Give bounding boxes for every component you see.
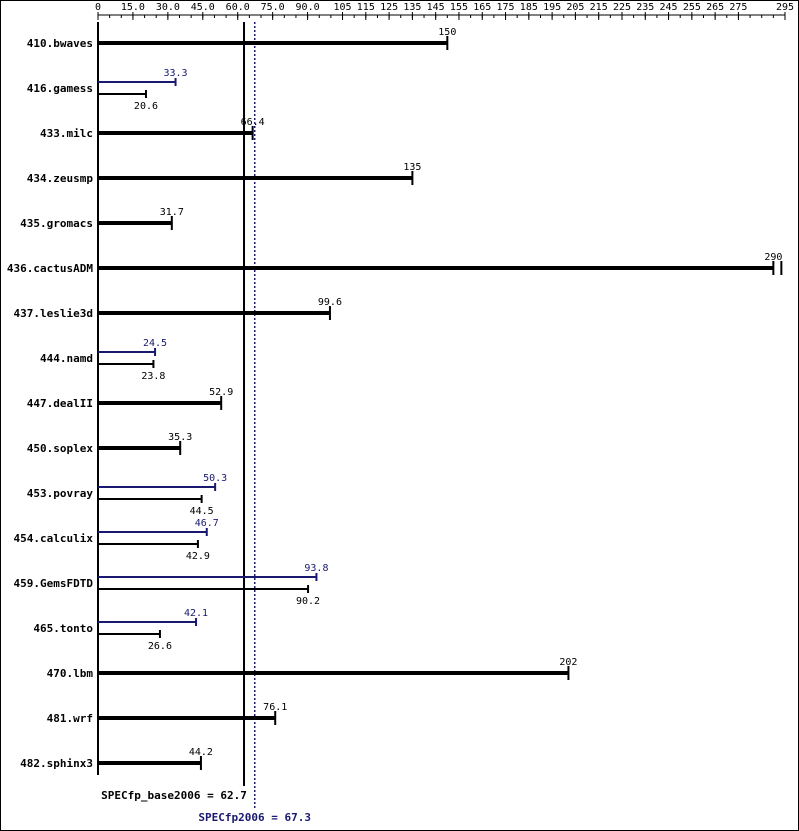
x-axis-tick-label: 225 <box>613 2 631 13</box>
x-axis-tick-label: 155 <box>450 2 468 13</box>
x-axis-tick-label: 185 <box>520 2 538 13</box>
x-axis: 0 15.0 30.0 45.0 60.0 75.0 90.0 105 115 125 135 145… <box>95 2 794 775</box>
x-axis-tick-label: 245 <box>660 2 678 13</box>
benchmark-label: 453.povray <box>27 487 94 500</box>
peak-value-label: 93.8 <box>304 563 328 574</box>
base-value-label: 23.8 <box>141 371 165 382</box>
benchmark-label: 470.lbm <box>47 667 94 680</box>
benchmark-label: 454.calculix <box>14 532 94 545</box>
base-value-label: 202 <box>559 657 577 668</box>
x-axis-tick-label: 105 <box>333 2 351 13</box>
x-axis-tick-label: 30.0 <box>156 2 180 13</box>
x-axis-tick-label: 0 <box>95 2 101 13</box>
base-value-label: 90.2 <box>296 596 320 607</box>
x-axis-tick-label: 145 <box>427 2 445 13</box>
x-axis-tick-label: 215 <box>590 2 608 13</box>
x-axis-tick-label: 175 <box>497 2 515 13</box>
base-value-label: 290 <box>764 252 782 263</box>
base-value-label: 26.6 <box>148 641 172 652</box>
benchmark-label: 482.sphinx3 <box>20 757 93 770</box>
benchmark-label: 435.gromacs <box>20 217 93 230</box>
base-value-label: 66.4 <box>241 117 265 128</box>
base-value-label: 76.1 <box>263 702 287 713</box>
x-axis-tick-label: 235 <box>636 2 654 13</box>
base-value-label: 135 <box>403 162 421 173</box>
x-axis-tick-label: 15.0 <box>121 2 145 13</box>
x-axis-tick-label: 90.0 <box>296 2 320 13</box>
base-value-label: 42.9 <box>186 551 210 562</box>
reference-lines: SPECfp_base2006 = 62.7 SPECfp2006 = 67.3 <box>101 22 311 824</box>
benchmark-label: 437.leslie3d <box>14 307 93 320</box>
peak-value-label: 24.5 <box>143 338 167 349</box>
peak-value-label: 46.7 <box>195 518 219 529</box>
x-axis-tick-label: 60.0 <box>226 2 250 13</box>
benchmark-label: 447.dealII <box>27 397 93 410</box>
x-axis-tick-label: 195 <box>543 2 561 13</box>
benchmark-label: 481.wrf <box>47 712 93 725</box>
benchmark-label: 410.bwaves <box>27 37 93 50</box>
base-value-label: 44.2 <box>189 747 213 758</box>
peak-value-label: 42.1 <box>184 608 208 619</box>
x-axis-tick-label: 135 <box>403 2 421 13</box>
x-axis-tick-label: 275 <box>729 2 747 13</box>
x-axis-tick-label: 205 <box>566 2 584 13</box>
bars: 150 33.3 20.6 66.4 135 31.7 290 99.6 24.5 23.8 52.… <box>98 27 782 770</box>
x-axis-tick-label: 165 <box>473 2 491 13</box>
benchmark-label: 444.namd <box>40 352 93 365</box>
base-value-label: 35.3 <box>168 432 192 443</box>
x-axis-tick-label: 75.0 <box>261 2 285 13</box>
benchmark-label: 433.milc <box>40 127 93 140</box>
peak-reference-label: SPECfp2006 = 67.3 <box>198 811 311 824</box>
benchmark-label: 465.tonto <box>33 622 93 635</box>
x-axis-tick-label: 115 <box>357 2 375 13</box>
x-axis-tick-label: 295 <box>776 2 794 13</box>
benchmark-label: 436.cactusADM <box>7 262 93 275</box>
peak-value-label: 50.3 <box>203 473 227 484</box>
benchmark-label: 434.zeusmp <box>27 172 94 185</box>
x-axis-tick-label: 265 <box>706 2 724 13</box>
benchmark-label: 459.GemsFDTD <box>14 577 94 590</box>
base-value-label: 52.9 <box>209 387 233 398</box>
benchmark-label: 416.gamess <box>27 82 93 95</box>
base-value-label: 31.7 <box>160 207 184 218</box>
x-axis-tick-label: 125 <box>380 2 398 13</box>
base-reference-label: SPECfp_base2006 = 62.7 <box>101 789 247 802</box>
x-axis-tick-label: 45.0 <box>191 2 215 13</box>
benchmark-label: 450.soplex <box>27 442 94 455</box>
x-axis-tick-label: 255 <box>683 2 701 13</box>
base-value-label: 44.5 <box>190 506 214 517</box>
category-labels: 410.bwaves 416.gamess 433.milc 434.zeusmp 43… <box>7 37 93 770</box>
peak-value-label: 33.3 <box>164 68 188 79</box>
base-value-label: 99.6 <box>318 297 342 308</box>
base-value-label: 20.6 <box>134 101 158 112</box>
base-value-label: 150 <box>438 27 456 38</box>
